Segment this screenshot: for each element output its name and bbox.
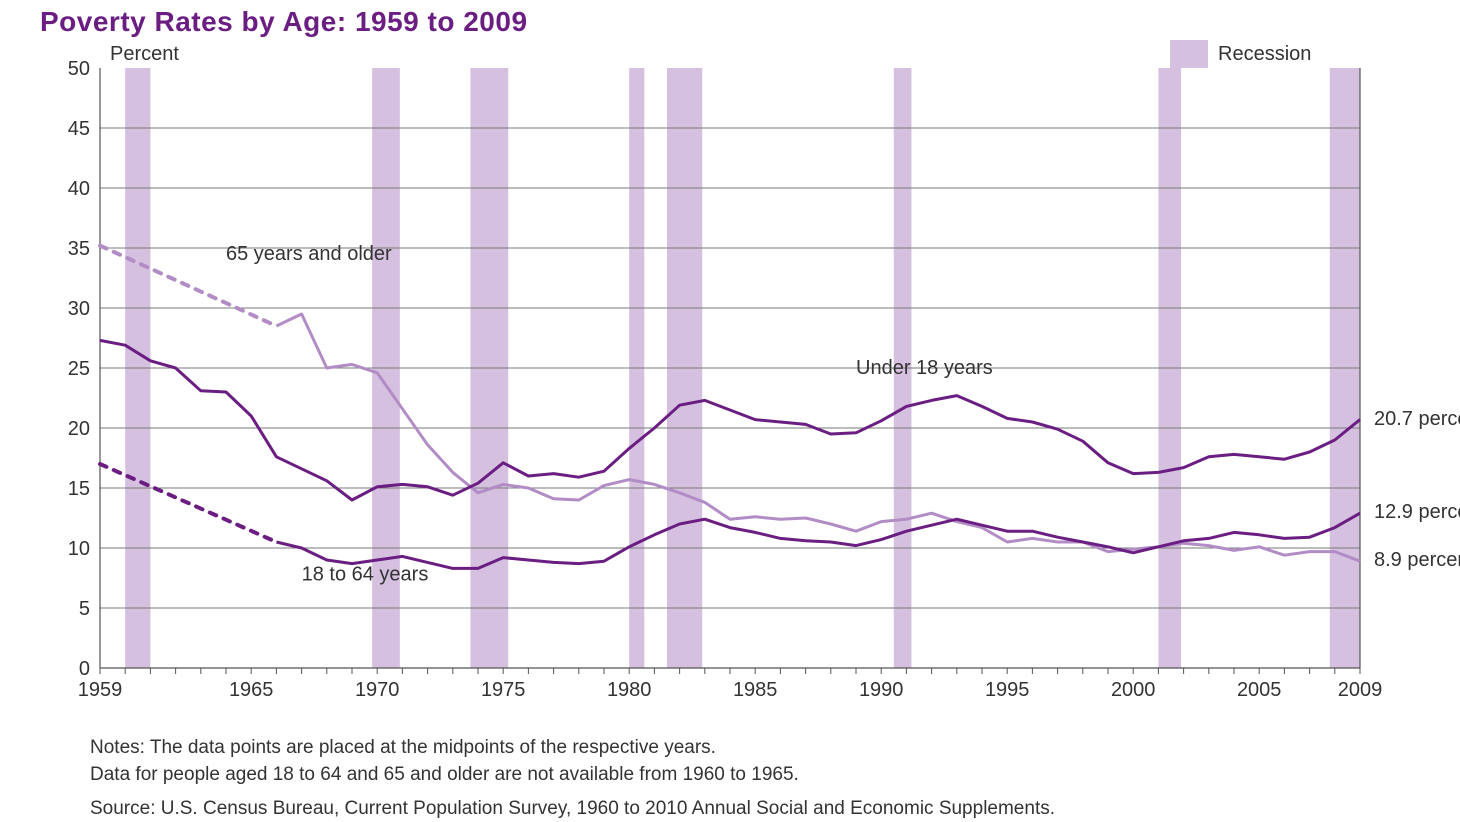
x-tick-label: 1959 xyxy=(78,679,123,701)
x-tick-label: 1975 xyxy=(481,679,526,701)
x-tick-label: 1965 xyxy=(229,679,274,701)
x-tick-label: 2005 xyxy=(1237,679,1282,701)
x-tick-label: 1980 xyxy=(607,679,652,701)
chart-notes: Notes: The data points are placed at the… xyxy=(90,736,1420,822)
note-line-2: Data for people aged 18 to 64 and 65 and… xyxy=(90,763,1420,788)
end-label-age65plus: 8.9 percent xyxy=(1374,549,1460,572)
end-label-age18_64: 12.9 percent xyxy=(1374,501,1460,524)
x-tick-label: 2000 xyxy=(1111,679,1156,701)
y-tick-label: 40 xyxy=(68,178,90,200)
note-source: Source: U.S. Census Bureau, Current Popu… xyxy=(90,797,1420,822)
y-tick-label: 0 xyxy=(79,658,90,680)
note-line-1: Notes: The data points are placed at the… xyxy=(90,736,1420,761)
y-tick-label: 50 xyxy=(68,58,90,80)
chart-svg: 0 5 10 15 20 25 30 35 40 45 50 1959 1965 1970 1975 1980… xyxy=(40,38,1460,718)
legend-label: Recession xyxy=(1218,43,1311,66)
y-tick-label: 15 xyxy=(68,478,90,500)
legend-swatch xyxy=(1170,40,1208,68)
legend-recession: Recession xyxy=(1170,40,1311,68)
x-tick-label: 2009 xyxy=(1338,679,1383,701)
series-label-under18: Under 18 years xyxy=(856,357,993,379)
y-tick-label: 5 xyxy=(79,598,90,620)
x-tick-label: 1990 xyxy=(859,679,904,701)
y-tick-label: 30 xyxy=(68,298,90,320)
y-tick-label: 10 xyxy=(68,538,90,560)
y-tick-label: 45 xyxy=(68,118,90,140)
chart-page: Poverty Rates by Age: 1959 to 2009 0 5 10 1… xyxy=(0,0,1460,812)
x-tick-label: 1985 xyxy=(733,679,778,701)
x-tick-label: 1995 xyxy=(985,679,1029,701)
y-axis-label: Percent xyxy=(110,43,179,65)
series-label-age65plus: 65 years and older xyxy=(226,243,392,265)
x-tick-label: 1970 xyxy=(355,679,400,701)
y-tick-label: 35 xyxy=(68,238,90,260)
y-tick-label: 20 xyxy=(68,418,90,440)
series-label-age18_64: 18 to 64 years xyxy=(302,563,429,585)
end-label-under18: 20.7 percent xyxy=(1374,408,1460,431)
chart-area: 0 5 10 15 20 25 30 35 40 45 50 1959 1965 1970 1975 1980… xyxy=(40,38,1460,718)
chart-title: Poverty Rates by Age: 1959 to 2009 xyxy=(40,0,1420,38)
y-tick-label: 25 xyxy=(68,358,90,380)
